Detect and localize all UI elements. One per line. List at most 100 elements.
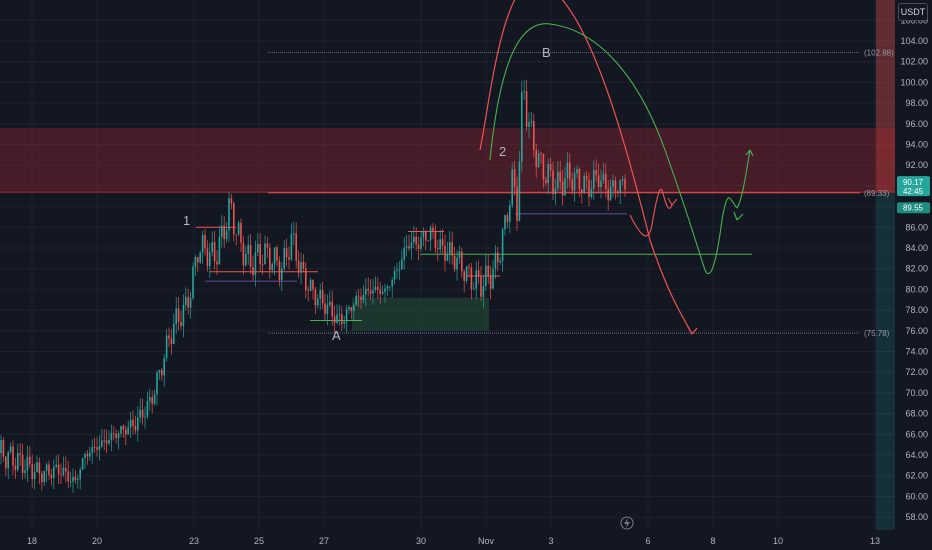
y-tick-label: 70.00 (905, 388, 928, 398)
candle-body (492, 268, 494, 289)
x-tick-label: 6 (645, 536, 650, 546)
candle-body (254, 252, 257, 276)
candle-body (9, 446, 12, 453)
candle-body (290, 234, 293, 260)
candle-body (168, 335, 170, 339)
candle-body (372, 290, 374, 294)
candle-body (341, 314, 343, 324)
candle-body (557, 171, 559, 189)
candle-body (588, 179, 590, 197)
candle-body (266, 243, 269, 248)
minor-bull-arrow-head (733, 211, 744, 221)
candle-body (333, 316, 336, 323)
candle-body (410, 242, 413, 249)
candle-body (26, 456, 29, 471)
x-tick-label: 8 (710, 536, 715, 546)
candle-body (65, 467, 67, 472)
candle-body (590, 188, 593, 197)
candle-body (223, 225, 225, 240)
candle-body (360, 296, 362, 300)
candle-body (278, 260, 281, 280)
candle-body (41, 473, 43, 483)
candle-body (516, 186, 518, 221)
candle-body (583, 176, 585, 193)
candle-body (209, 252, 211, 267)
candle-body (297, 261, 300, 273)
candle-body (549, 163, 552, 171)
candle-body (501, 229, 504, 261)
candle-body (108, 439, 110, 444)
candle-body (540, 153, 542, 155)
candle-body (348, 307, 350, 310)
candle-body (545, 179, 547, 184)
candle-body (324, 303, 326, 315)
wave-label: B (542, 45, 551, 60)
candle-body (101, 440, 103, 447)
candle-body (367, 288, 369, 291)
candle-body (429, 227, 432, 241)
candle-body (485, 265, 487, 287)
bullish-continuation-path (736, 149, 751, 209)
currency-unit-button[interactable]: USDT (898, 3, 928, 21)
candle-body (21, 454, 24, 473)
y-tick-label: 72.00 (905, 367, 928, 377)
candle-body (218, 236, 221, 265)
candle-body (273, 247, 276, 265)
candle-body (494, 252, 497, 269)
candle-body (338, 314, 341, 316)
candle-body (444, 245, 446, 261)
candle-body (573, 173, 576, 191)
candle-body (211, 241, 213, 253)
x-tick-label: 27 (319, 536, 329, 546)
candle-body (434, 231, 437, 249)
candle-body (521, 92, 523, 162)
candle-body (357, 295, 360, 297)
candle-body (345, 309, 348, 323)
candle-body (475, 270, 477, 289)
candle-body (614, 180, 617, 192)
candle-body (456, 257, 458, 270)
candle-body (374, 286, 377, 291)
lightning-icon[interactable] (620, 516, 634, 530)
candle-body (312, 279, 314, 290)
candle-body (581, 189, 583, 193)
candle-body (499, 260, 501, 263)
candle-body (489, 276, 492, 289)
candle-body (137, 417, 139, 431)
y-tick-label: 78.00 (905, 305, 928, 315)
candle-body (578, 169, 581, 190)
candle-body (302, 262, 305, 269)
candle-body (43, 470, 45, 483)
candle-body (170, 338, 173, 345)
x-tick-label: 30 (416, 536, 426, 546)
candle-body (98, 446, 101, 450)
candle-body (389, 286, 391, 288)
candle-body (55, 464, 57, 467)
candle-body (249, 244, 252, 267)
candle-body (525, 91, 528, 127)
candle-body (420, 237, 422, 249)
candle-body (566, 162, 569, 179)
candle-body (141, 409, 144, 418)
candle-body (230, 198, 233, 204)
candle-body (624, 179, 626, 190)
lower-price-tag (897, 202, 930, 214)
candle-body (93, 447, 96, 448)
candle-body (120, 425, 122, 434)
candle-body (326, 305, 329, 315)
level-label: (75.78) (864, 329, 890, 338)
candle-body (182, 304, 185, 327)
candle-body (60, 474, 62, 476)
wave-label: 2 (499, 144, 506, 159)
candle-body (509, 205, 511, 222)
candle-body (547, 163, 549, 184)
candle-body (245, 253, 247, 266)
candle-body (451, 242, 453, 256)
candle-body (461, 251, 463, 272)
candle-body (506, 215, 509, 222)
candle-body (129, 419, 132, 428)
candle-body (477, 270, 480, 277)
candle-body (417, 244, 420, 249)
